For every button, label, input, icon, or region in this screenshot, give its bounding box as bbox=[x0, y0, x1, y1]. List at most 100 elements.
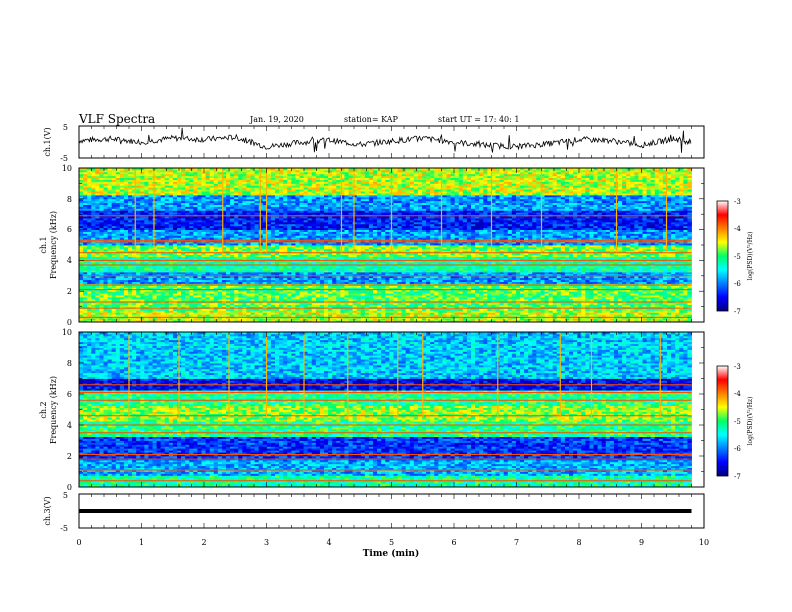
spectrogram-cell bbox=[507, 320, 513, 323]
spectrogram-cell bbox=[662, 281, 668, 284]
spectrogram-cell bbox=[368, 289, 374, 292]
spectrogram-cell bbox=[544, 302, 549, 306]
spectrogram-cell bbox=[495, 293, 500, 296]
spectrogram-cell bbox=[103, 295, 108, 298]
spectrogram-cell bbox=[226, 318, 231, 321]
spectrogram-cell bbox=[626, 285, 631, 288]
spectrogram-cell bbox=[324, 304, 329, 308]
spectrogram-cell bbox=[454, 277, 460, 281]
spectrogram-cell bbox=[156, 281, 162, 284]
spectrogram-cell bbox=[197, 304, 202, 308]
spectrogram-cell bbox=[679, 298, 684, 302]
spectrogram-cell bbox=[287, 275, 292, 279]
spectrogram-cell bbox=[577, 291, 582, 294]
spectrogram-cell bbox=[128, 304, 133, 308]
spectrogram-cell bbox=[205, 298, 211, 302]
spectrogram-cell bbox=[103, 304, 108, 308]
spectrogram-cell bbox=[536, 314, 541, 317]
spectrogram-cell bbox=[230, 285, 235, 288]
spectrogram-cell bbox=[622, 304, 627, 308]
spectrogram-cell bbox=[618, 320, 623, 323]
spectrogram-cell bbox=[642, 310, 647, 313]
spectrogram-cell bbox=[654, 318, 660, 321]
spectrogram-cell bbox=[487, 314, 492, 317]
spectrogram-cell bbox=[213, 296, 219, 300]
spectrogram-cell bbox=[262, 312, 268, 315]
spectrogram-cell bbox=[185, 291, 190, 294]
spectrogram-cell bbox=[279, 287, 284, 290]
spectrogram-cell bbox=[409, 289, 415, 292]
spectrogram-cell bbox=[511, 304, 517, 308]
spectrogram-cell bbox=[597, 308, 603, 311]
spectrogram-cell bbox=[491, 279, 496, 282]
spectrogram-cell bbox=[193, 310, 198, 313]
spectrogram-cell bbox=[291, 289, 296, 292]
spectrogram-cell bbox=[181, 291, 186, 294]
spectrogram-cell bbox=[230, 279, 235, 282]
spectrogram-cell bbox=[381, 304, 386, 308]
spectrogram-cell bbox=[128, 318, 133, 321]
spectrogram-cell bbox=[446, 318, 451, 321]
spectrogram-cell bbox=[524, 293, 529, 296]
spectrogram-cell bbox=[132, 310, 137, 313]
spectrogram-cell bbox=[217, 281, 223, 284]
spectrogram-cell bbox=[585, 320, 590, 323]
spectrogram-cell bbox=[246, 295, 251, 298]
spectrogram-cell bbox=[79, 320, 84, 323]
spectrogram-cell bbox=[577, 295, 582, 298]
spectrogram-cell bbox=[152, 273, 157, 277]
spectrogram-cell bbox=[128, 281, 133, 284]
spectrogram-cell bbox=[609, 277, 615, 281]
spectrogram-cell bbox=[618, 310, 623, 313]
spectrogram-cell bbox=[185, 302, 190, 306]
spectrogram-cell bbox=[221, 281, 227, 284]
spectrogram-cell bbox=[250, 289, 255, 292]
spectrogram-cell bbox=[221, 308, 227, 311]
spectrogram-cell bbox=[466, 318, 472, 321]
spectrogram-cell bbox=[630, 275, 635, 279]
spectrogram-cell bbox=[368, 310, 374, 313]
spectrogram-cell bbox=[422, 320, 427, 323]
spectrogram-cell bbox=[658, 308, 664, 311]
spectrogram-cell bbox=[262, 298, 268, 302]
spectrogram-cell bbox=[128, 291, 133, 294]
spectrogram-cell bbox=[164, 279, 170, 282]
spectrogram-cell bbox=[262, 295, 268, 298]
spectrogram-cell bbox=[279, 312, 284, 315]
spectrogram-cell bbox=[266, 302, 272, 306]
ch1-ytick-top: 5 bbox=[63, 123, 68, 132]
spectrogram-cell bbox=[397, 304, 402, 308]
spectrogram-cell bbox=[160, 295, 166, 298]
spectrogram-cell bbox=[654, 281, 660, 284]
spectrogram-cell bbox=[250, 293, 255, 296]
spectrogram-cell bbox=[315, 296, 321, 300]
spectrogram-cell bbox=[356, 314, 362, 317]
spectrogram-cell bbox=[528, 312, 533, 315]
spectrogram-cell bbox=[597, 277, 603, 281]
spectrogram-cell bbox=[324, 310, 329, 313]
spectrogram-cell bbox=[434, 302, 439, 306]
spectrogram-cell bbox=[168, 289, 174, 292]
spectrogram-cell bbox=[303, 298, 309, 302]
spectrogram-cell bbox=[434, 308, 439, 311]
spectrogram-cell bbox=[275, 314, 280, 317]
spectrogram-cell bbox=[303, 277, 309, 281]
spectrogram-cell bbox=[630, 308, 635, 311]
spectrogram-cell bbox=[667, 310, 672, 313]
spectrogram-cell bbox=[356, 296, 362, 300]
spectrogram-cell bbox=[520, 287, 525, 290]
spectrogram-cell bbox=[650, 289, 656, 292]
spectrogram-cell bbox=[667, 302, 672, 306]
spectrogram-cell bbox=[324, 275, 329, 279]
spectrogram-cell bbox=[642, 285, 647, 288]
spectrogram-cell bbox=[426, 277, 431, 281]
spectrogram-cell bbox=[417, 310, 423, 313]
spectrogram-cell bbox=[356, 308, 362, 311]
spectrogram-cell bbox=[671, 291, 676, 294]
spectrogram-cell bbox=[471, 291, 476, 294]
spectrogram-cell bbox=[515, 285, 521, 288]
spectrogram-cell bbox=[164, 275, 170, 279]
spectrogram-cell bbox=[564, 293, 570, 296]
spectrogram-cell bbox=[524, 295, 529, 298]
